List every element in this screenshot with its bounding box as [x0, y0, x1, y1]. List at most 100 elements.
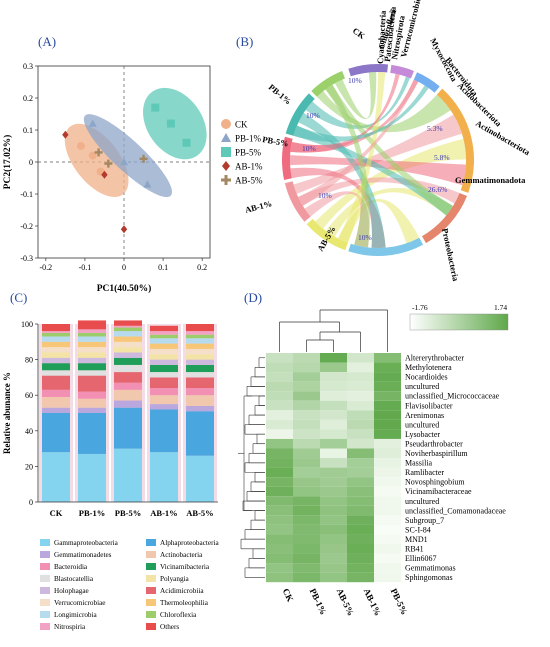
pca-point	[88, 119, 97, 127]
heatmap-cell	[347, 353, 374, 363]
pca-legend-marker	[222, 161, 230, 171]
bar-segment	[78, 363, 106, 371]
heatmap-cell	[266, 563, 293, 573]
heatmap-cell	[320, 429, 347, 439]
bar-x-tick-label: AB-1%	[150, 508, 177, 518]
pca-x-tick-label: -0.2	[39, 263, 52, 272]
heatmap-cell	[320, 362, 347, 373]
pca-y-axis-label: PC2(17.02%)	[2, 135, 13, 190]
heatmap-cell	[293, 362, 320, 373]
pca-legend-label: CK	[235, 120, 248, 130]
pca-x-axis-label: PC1(40.50%)	[97, 283, 152, 294]
heatmap-cell	[347, 544, 374, 554]
heatmap-cell	[320, 477, 347, 487]
bar-segment	[42, 407, 70, 413]
bar-segment	[78, 320, 106, 330]
chord-pct-label: 26.6%	[428, 185, 447, 194]
heatmap-cell	[293, 448, 320, 459]
heatmap-cell	[320, 353, 347, 363]
bar-segment	[114, 341, 142, 348]
heatmap-cell	[347, 410, 374, 420]
heatmap-row-label: Arenimonas	[405, 411, 444, 420]
heatmap-cell	[374, 410, 401, 420]
heatmap-cell	[266, 400, 293, 411]
heatmap-cell	[293, 515, 320, 525]
heatmap-cell	[320, 419, 347, 430]
bar-segment	[114, 389, 142, 401]
heatmap-cell	[293, 486, 320, 497]
heatmap-cell	[320, 524, 347, 535]
heatmap-cell	[374, 467, 401, 478]
heatmap-col-label: PB-5%	[389, 587, 410, 617]
chord-pct-label: 10%	[306, 111, 320, 120]
heatmap-cell	[266, 381, 293, 392]
bar-legend-swatch	[40, 599, 50, 606]
bar-segment	[150, 404, 178, 410]
heatmap-cell	[293, 400, 320, 411]
bar-legend-label: Nitrospiria	[54, 623, 86, 631]
heatmap-cell	[347, 429, 374, 439]
heatmap-cell	[374, 419, 401, 430]
heatmap-cell	[374, 381, 401, 392]
bar-legend-swatch	[40, 539, 50, 546]
heatmap-row-dendrogram	[238, 357, 265, 578]
bar-segment	[186, 377, 214, 389]
bar-y-tick-label: 0	[29, 498, 33, 507]
heatmap-cell	[293, 505, 320, 516]
heatmap-row-labels: AltererythrobacterMethyloteneraNocardioi…	[405, 354, 506, 583]
bar-legend-label: Bacteroidia	[54, 563, 88, 571]
pca-legend-label: PB-5%	[235, 148, 262, 158]
heatmap-cell	[347, 572, 374, 583]
bar-segment	[42, 413, 70, 453]
heatmap-cell	[320, 438, 347, 449]
bar-x-tick-label: PB-1%	[79, 508, 105, 518]
bar-segment	[150, 359, 178, 365]
chord-label-proteobacteria: Proteobacteria	[440, 227, 461, 282]
heatmap-cell	[320, 448, 347, 459]
bar-legend-swatch	[146, 563, 156, 570]
chord-arc	[311, 70, 346, 97]
pca-legend-marker	[221, 119, 231, 129]
bar-x-tick-label: CK	[50, 508, 63, 518]
bar-segment	[150, 377, 178, 389]
heatmap-cell	[293, 477, 320, 487]
bar-legend-swatch	[146, 575, 156, 582]
heatmap-cell	[347, 534, 374, 544]
bar-legend-label: Polyangia	[160, 575, 190, 583]
heatmap-cell	[293, 524, 320, 535]
bar-segment	[186, 354, 214, 360]
bar-segment	[42, 352, 70, 358]
heatmap-cell	[266, 544, 293, 554]
bar-segment	[114, 364, 142, 373]
bar-segment	[78, 398, 106, 408]
bar-legend-swatch	[146, 611, 156, 618]
bar-y-tick-label: 20	[25, 462, 33, 471]
heatmap-cell	[347, 419, 374, 430]
heatmap-cell	[347, 505, 374, 516]
bar-segment	[186, 359, 214, 365]
chord-pct-label: 10%	[358, 233, 372, 242]
chord-label-pb5: PB-5%	[262, 134, 290, 148]
chord-pct-label: 10%	[318, 191, 332, 200]
heatmap-cell	[374, 391, 401, 401]
pca-legend: CK PB-1% PB-5% AB-1% AB-5%	[221, 119, 263, 186]
chord-arc	[348, 237, 424, 256]
bar-segment	[42, 396, 70, 408]
chord-pct-label: 5.8%	[434, 153, 450, 162]
bar-segment	[42, 389, 70, 397]
pca-point-v	[107, 159, 110, 168]
heatmap-cell	[320, 572, 347, 583]
pca-point-v	[97, 148, 100, 157]
heatmap-cell	[374, 362, 401, 373]
pca-legend-label: AB-1%	[235, 162, 263, 172]
bar-legend-label: Alphaproteobacteria	[160, 539, 219, 547]
bar-legend-swatch	[146, 587, 156, 594]
bar-legend-label: Holophagae	[54, 587, 89, 595]
panel-label-a: (A)	[38, 34, 56, 49]
heatmap-row-label: SC-I-84	[405, 525, 431, 534]
chord-ribbon	[293, 85, 429, 142]
heatmap-col-label: PB-1%	[308, 587, 329, 617]
bar-legend-swatch	[146, 539, 156, 546]
pca-point	[120, 225, 128, 234]
